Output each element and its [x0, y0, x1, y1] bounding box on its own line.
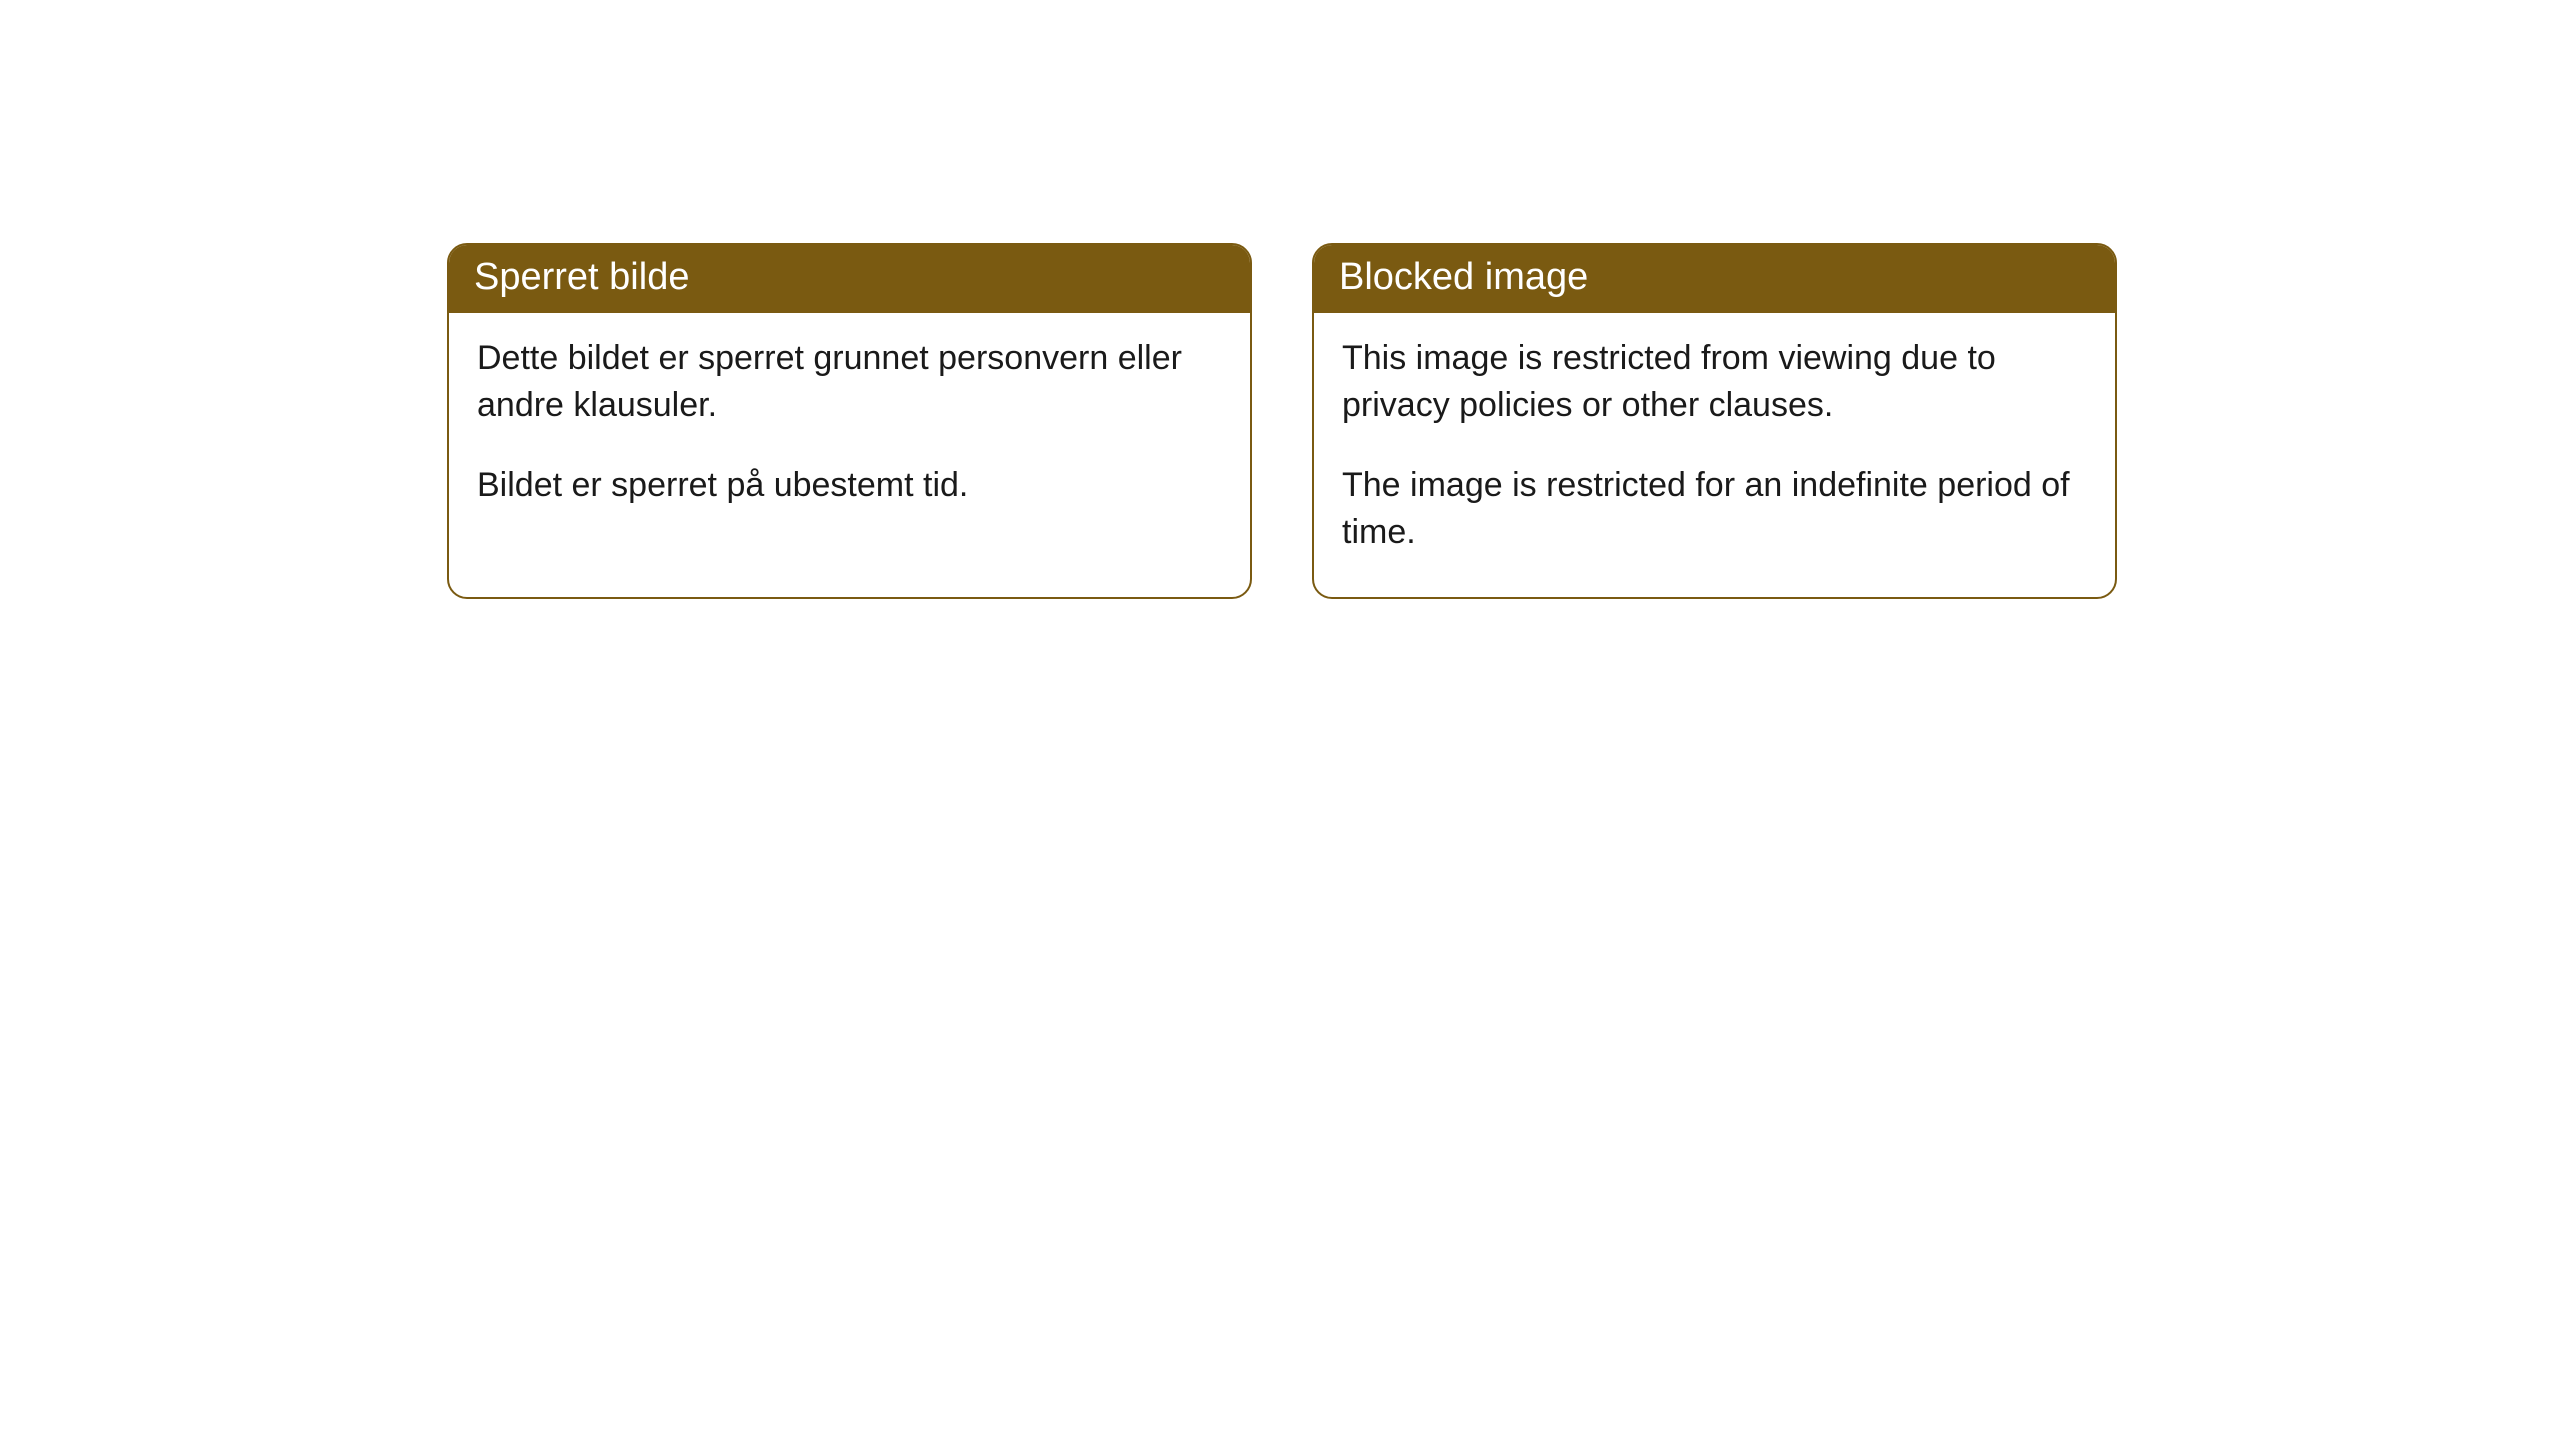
card-body: Dette bildet er sperret grunnet personve… [449, 313, 1250, 550]
card-header: Sperret bilde [449, 245, 1250, 313]
card-paragraph-2: Bildet er sperret på ubestemt tid. [477, 462, 1222, 510]
card-paragraph-2: The image is restricted for an indefinit… [1342, 462, 2087, 557]
card-norwegian: Sperret bilde Dette bildet er sperret gr… [447, 243, 1252, 599]
card-body: This image is restricted from viewing du… [1314, 313, 2115, 597]
card-header: Blocked image [1314, 245, 2115, 313]
card-english: Blocked image This image is restricted f… [1312, 243, 2117, 599]
card-paragraph-1: Dette bildet er sperret grunnet personve… [477, 335, 1222, 430]
card-paragraph-1: This image is restricted from viewing du… [1342, 335, 2087, 430]
cards-container: Sperret bilde Dette bildet er sperret gr… [0, 0, 2560, 599]
